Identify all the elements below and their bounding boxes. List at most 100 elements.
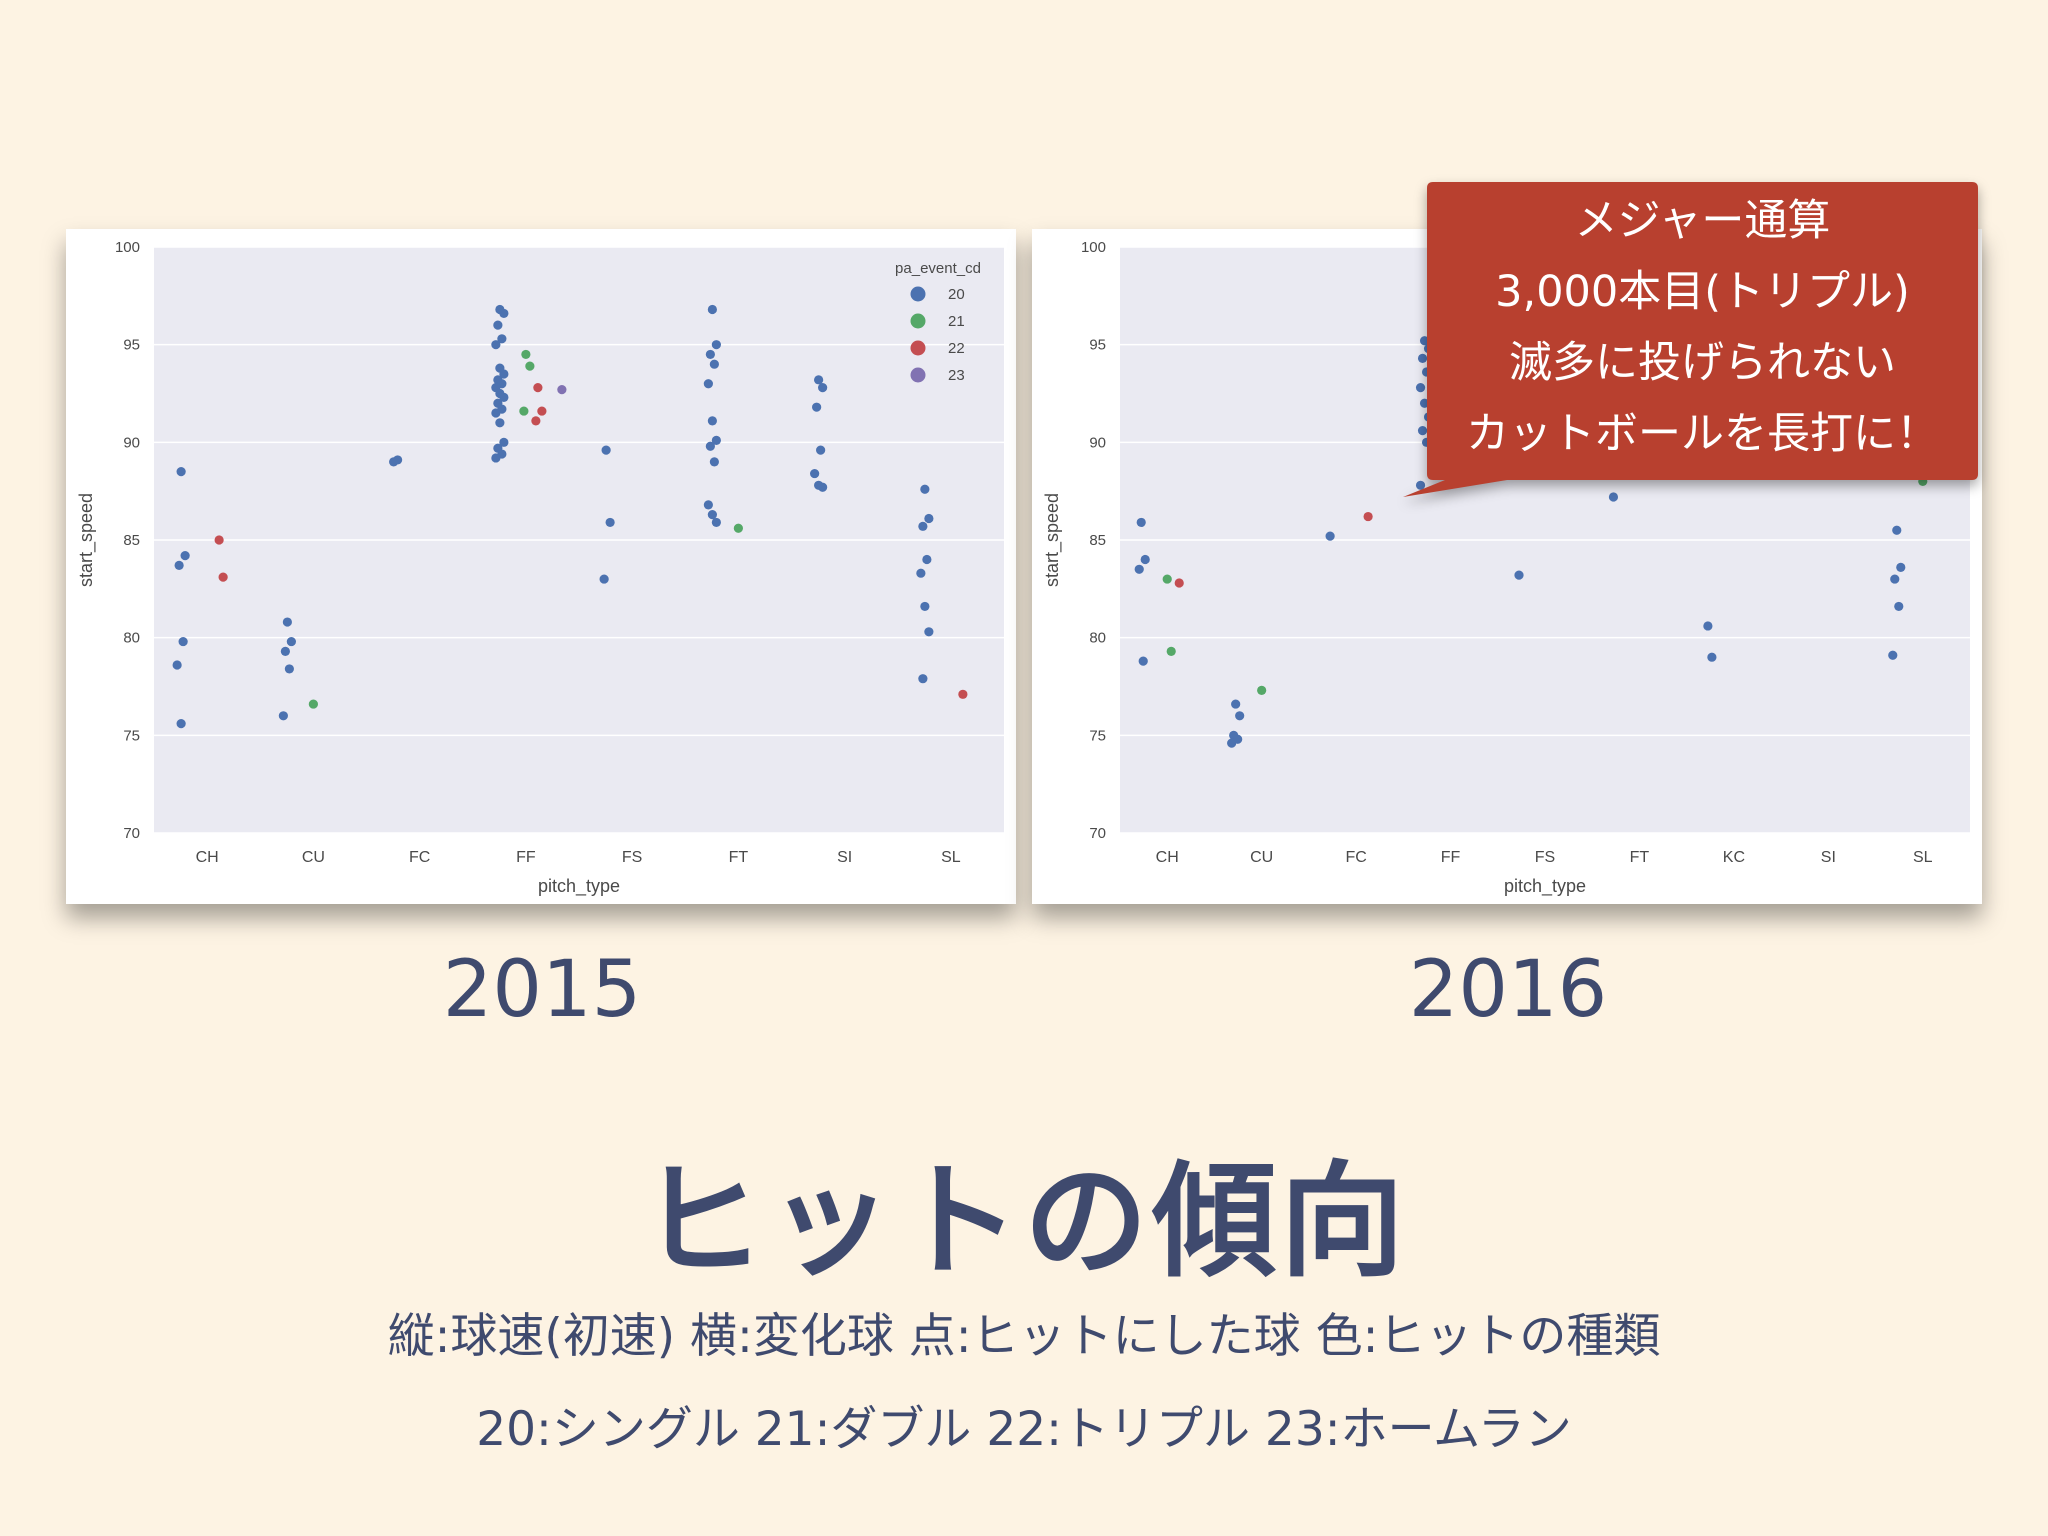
callout-text: メジャー通算 3,000本目(トリプル) 滅多に投げられない カットボールを長打…: [1427, 182, 1978, 470]
data-point: [810, 468, 820, 479]
data-point: [818, 482, 828, 492]
data-point: [703, 500, 713, 510]
data-point: [1896, 562, 1906, 572]
y-axis-label: start_speed: [76, 493, 97, 587]
x-axis-label: pitch_type: [538, 876, 620, 897]
data-point: [711, 517, 721, 528]
data-point: [499, 392, 509, 403]
x-tick-label: SI: [837, 849, 852, 866]
data-point: [393, 455, 403, 465]
y-tick-label: 100: [1081, 239, 1106, 256]
callout-line-2: 3,000本目(トリプル): [1495, 267, 1910, 317]
data-point: [495, 418, 505, 428]
data-point: [176, 719, 186, 729]
y-tick-label: 95: [123, 337, 140, 354]
y-tick-label: 85: [123, 532, 140, 549]
y-tick-label: 80: [1089, 630, 1106, 647]
x-tick-label: FS: [622, 849, 642, 866]
y-tick-label: 70: [123, 825, 140, 842]
data-point: [491, 408, 501, 418]
data-point: [521, 349, 531, 360]
data-point: [1707, 652, 1717, 662]
data-point: [1231, 699, 1241, 709]
data-point: [280, 646, 290, 656]
y-tick-label: 75: [123, 727, 140, 744]
data-point: [1514, 570, 1524, 580]
data-point: [709, 359, 719, 369]
y-tick-label: 90: [123, 434, 140, 451]
data-point: [218, 572, 228, 582]
y-tick-label: 70: [1089, 825, 1106, 842]
x-tick-label: CU: [302, 849, 325, 866]
data-point: [1166, 646, 1176, 656]
data-point: [816, 445, 826, 455]
data-point: [599, 574, 609, 584]
data-point: [1890, 574, 1900, 584]
data-point: [1608, 492, 1619, 502]
x-tick-label: CH: [1156, 849, 1179, 866]
year-caption-2015: 2015: [442, 945, 642, 1035]
data-point: [172, 660, 182, 670]
data-point: [924, 513, 934, 524]
x-tick-label: CU: [1250, 849, 1273, 866]
data-point: [601, 445, 611, 455]
data-point: [497, 334, 507, 344]
data-point: [918, 674, 928, 684]
data-point: [958, 689, 968, 699]
data-point: [707, 510, 717, 520]
data-point: [278, 711, 288, 721]
data-point: [286, 636, 296, 647]
data-point: [922, 554, 932, 565]
data-point: [918, 521, 928, 531]
data-point: [1325, 531, 1335, 541]
callout-line-1: メジャー通算: [1574, 196, 1831, 246]
data-point: [703, 379, 713, 389]
data-point: [537, 406, 547, 416]
callout-shape: [1403, 182, 1978, 497]
x-tick-label: KC: [1723, 849, 1745, 866]
data-point: [519, 406, 529, 416]
data-point: [499, 437, 509, 447]
data-point: [531, 416, 541, 426]
data-point: [525, 361, 535, 371]
data-point: [705, 349, 715, 360]
data-point: [733, 523, 743, 533]
data-point: [1894, 601, 1904, 612]
data-point: [920, 484, 930, 494]
legend-title: pa_event_cd: [895, 260, 981, 277]
year-caption-2016: 2016: [1408, 945, 1608, 1035]
data-point: [176, 467, 186, 477]
data-point: [180, 551, 190, 561]
data-point: [557, 384, 567, 395]
data-point: [1134, 564, 1144, 574]
legend-marker: [910, 286, 926, 302]
data-point: [818, 383, 828, 393]
legend-label: 20: [948, 286, 965, 303]
data-point: [284, 664, 294, 674]
legend-marker: [910, 313, 926, 329]
data-point: [1415, 383, 1426, 393]
legend-marker: [910, 340, 926, 356]
data-point: [1235, 711, 1245, 721]
data-point: [605, 517, 615, 528]
scatter-chart-2015: 70 75 80 85 90 95 100 CH CU FC FF FS FT SI SL pitch_typ…: [76, 239, 1004, 897]
y-tick-label: 95: [1089, 337, 1106, 354]
x-tick-label: FF: [1441, 849, 1461, 866]
data-point: [491, 340, 501, 350]
data-point: [1415, 480, 1426, 490]
x-tick-label: FC: [409, 849, 430, 866]
data-point: [920, 601, 930, 612]
chart-panel-2015: 70 75 80 85 90 95 100 CH CU FC FF FS FT SI SL pitch_typ…: [66, 229, 1016, 904]
x-tick-label: FT: [729, 849, 749, 866]
axis-explanation: 縦:球速(初速) 横:変化球 点:ヒットにした球 色:ヒットの種類: [387, 1309, 1661, 1364]
x-tick-label: FC: [1345, 849, 1366, 866]
x-tick-label: SL: [941, 849, 961, 866]
data-point: [916, 568, 926, 578]
x-tick-label: FF: [516, 849, 536, 866]
slide-title: ヒットの傾向: [639, 1150, 1408, 1294]
legend-marker: [910, 367, 926, 383]
data-point: [711, 435, 721, 445]
data-point: [493, 320, 503, 330]
legend-label: 23: [948, 367, 965, 384]
callout-line-4: カットボールを長打に！: [1466, 409, 1939, 459]
